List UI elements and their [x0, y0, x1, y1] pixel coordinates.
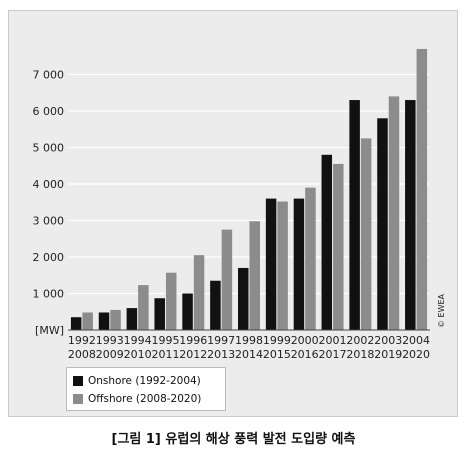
- bar-offshore: [333, 163, 344, 330]
- y-tick-label: 3 000: [33, 215, 65, 228]
- x-tick-label-top: 2003: [374, 334, 402, 347]
- legend-swatch-onshore: [73, 376, 83, 386]
- legend-swatch-offshore: [73, 394, 83, 404]
- x-tick-label-top: 2000: [291, 334, 319, 347]
- bar-onshore: [265, 198, 277, 330]
- bar-onshore: [321, 154, 333, 330]
- x-tick-label-bottom: 2008: [68, 348, 96, 361]
- legend-label-offshore: Offshore (2008-2020): [88, 393, 202, 405]
- source-credit: © EWEA: [437, 293, 446, 328]
- bar-offshore: [305, 187, 316, 330]
- y-gridlines: [68, 73, 430, 295]
- bar-onshore: [293, 198, 305, 330]
- bar-onshore: [210, 280, 221, 330]
- bar-offshore: [416, 48, 428, 330]
- x-tick-label-bottom: 2012: [179, 348, 207, 361]
- bar-onshore: [154, 298, 165, 330]
- x-tick-label-bottom: 2020: [402, 348, 430, 361]
- bar-offshore: [277, 201, 288, 330]
- bar-onshore: [98, 312, 110, 330]
- bar-onshore: [349, 100, 360, 330]
- bar-offshore: [193, 255, 205, 330]
- x-tick-label-bottom: 2018: [346, 348, 374, 361]
- legend-item-onshore: Onshore (1992-2004): [73, 374, 201, 388]
- legend-item-offshore: Offshore (2008-2020): [73, 392, 201, 406]
- figure-caption: [그림 1] 유럽의 해상 풍력 발전 도입량 예측: [111, 432, 356, 447]
- y-tick-label: 6 000: [33, 105, 65, 118]
- x-tick-label-top: 2001: [319, 334, 347, 347]
- x-tick-label-bottom: 2013: [207, 348, 235, 361]
- bar-onshore: [238, 267, 249, 330]
- y-tick-label: 4 000: [33, 178, 65, 191]
- y-tick-label: 1 000: [33, 288, 65, 301]
- bar-offshore: [165, 272, 177, 330]
- bar-offshore: [388, 96, 400, 331]
- bar-onshore: [377, 118, 388, 330]
- x-tick-label-top: 1997: [207, 334, 235, 347]
- x-tick-label-bottom: 2017: [319, 348, 347, 361]
- x-tick-label-top: 1996: [179, 334, 207, 347]
- x-tick-label-bottom: 2009: [96, 348, 124, 361]
- y-tick-label: 5 000: [33, 142, 65, 155]
- legend: Onshore (1992-2004) Offshore (2008-2020): [66, 367, 226, 411]
- bar-onshore: [182, 293, 193, 330]
- bar-onshore: [126, 308, 138, 330]
- x-tick-label-bottom: 2010: [124, 348, 152, 361]
- x-tick-label-bottom: 2015: [263, 348, 291, 361]
- x-tick-label-top: 1995: [151, 334, 179, 347]
- x-tick-label-top: 2004: [402, 334, 430, 347]
- x-tick-label-top: 1998: [235, 334, 263, 347]
- bar-onshore: [70, 317, 82, 330]
- bar-offshore: [110, 309, 121, 330]
- y-axis-label: [MW]: [35, 324, 64, 337]
- x-tick-label-bottom: 2016: [291, 348, 319, 361]
- x-tick-label-top: 1999: [263, 334, 291, 347]
- y-tick-label: 7 000: [33, 69, 65, 82]
- bar-offshore: [82, 312, 93, 330]
- bar-offshore: [360, 138, 372, 330]
- bar-offshore: [221, 229, 233, 330]
- y-tick-label: 2 000: [33, 251, 65, 264]
- bar-offshore: [249, 221, 260, 330]
- bars: [70, 48, 428, 331]
- legend-label-onshore: Onshore (1992-2004): [88, 375, 201, 387]
- x-tick-label-top: 1993: [96, 334, 124, 347]
- x-tick-label-top: 1994: [124, 334, 152, 347]
- x-tick-label-bottom: 2011: [151, 348, 179, 361]
- bar-onshore: [405, 100, 416, 330]
- x-tick-label-top: 1992: [68, 334, 96, 347]
- x-tick-label-bottom: 2014: [235, 348, 263, 361]
- x-tick-label-top: 2002: [346, 334, 374, 347]
- x-tick-label-bottom: 2019: [374, 348, 402, 361]
- bar-offshore: [138, 285, 149, 330]
